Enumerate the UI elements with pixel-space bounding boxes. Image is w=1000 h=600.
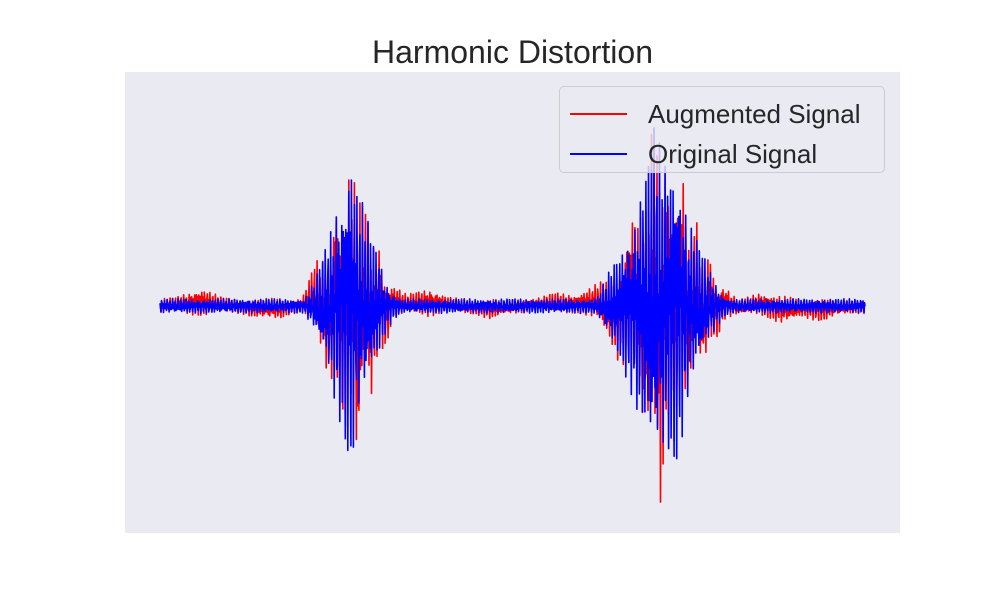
legend-item-original: Original Signal <box>560 134 884 174</box>
series-line-original <box>159 127 866 460</box>
legend-swatch-original <box>570 153 627 155</box>
legend: Augmented Signal Original Signal <box>559 86 885 173</box>
series-layer <box>159 127 866 503</box>
legend-item-augmented: Augmented Signal <box>560 94 884 134</box>
legend-label-original: Original Signal <box>648 139 818 169</box>
chart-title: Harmonic Distortion <box>372 34 653 70</box>
legend-swatch-augmented <box>570 113 627 115</box>
legend-label-augmented: Augmented Signal <box>648 99 861 129</box>
